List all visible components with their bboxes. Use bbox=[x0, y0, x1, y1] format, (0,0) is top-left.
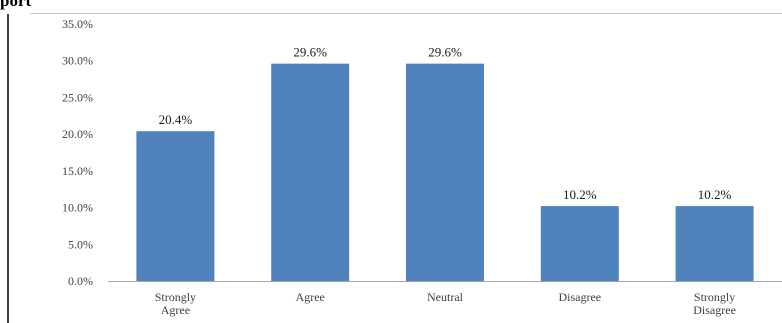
data-labels: 20.4% 29.6% 29.6% 10.2% 10.2% bbox=[159, 45, 732, 202]
bar bbox=[136, 131, 215, 281]
bar-data-label: 10.2% bbox=[563, 187, 597, 202]
y-axis-ticks: 0.0% 5.0% 10.0% 15.0% 20.0% 25.0% 30.0% 35.0% bbox=[62, 17, 93, 288]
bar bbox=[271, 63, 350, 281]
y-tick-label: 25.0% bbox=[62, 90, 93, 104]
bars bbox=[136, 63, 754, 281]
y-tick-label: 30.0% bbox=[62, 54, 93, 68]
bar-data-label: 29.6% bbox=[293, 45, 327, 60]
bar bbox=[540, 206, 619, 281]
bar bbox=[675, 206, 754, 281]
frame-top-border bbox=[30, 13, 782, 14]
y-tick-label: 20.0% bbox=[62, 127, 93, 141]
frame-left-border bbox=[7, 14, 9, 323]
x-category-label: Disagree bbox=[558, 290, 601, 304]
bar-data-label: 20.4% bbox=[159, 112, 193, 127]
x-category-label: Strongly Disagree bbox=[693, 290, 736, 317]
bar bbox=[406, 63, 484, 281]
y-tick-label: 35.0% bbox=[62, 17, 93, 31]
y-tick-label: 5.0% bbox=[68, 237, 93, 251]
bar-data-label: 10.2% bbox=[698, 187, 732, 202]
x-category-label: Agree bbox=[296, 290, 325, 304]
page-title: port bbox=[0, 0, 32, 10]
y-tick-label: 15.0% bbox=[62, 164, 93, 178]
x-category-label: Strongly Agree bbox=[155, 290, 196, 317]
y-tick-label: 0.0% bbox=[68, 274, 93, 288]
bar-data-label: 29.6% bbox=[428, 45, 462, 60]
x-category-label: Neutral bbox=[427, 290, 464, 304]
category-labels: Strongly Agree Agree Neutral Disagree Strongl… bbox=[155, 290, 736, 317]
y-tick-label: 10.0% bbox=[62, 201, 93, 215]
